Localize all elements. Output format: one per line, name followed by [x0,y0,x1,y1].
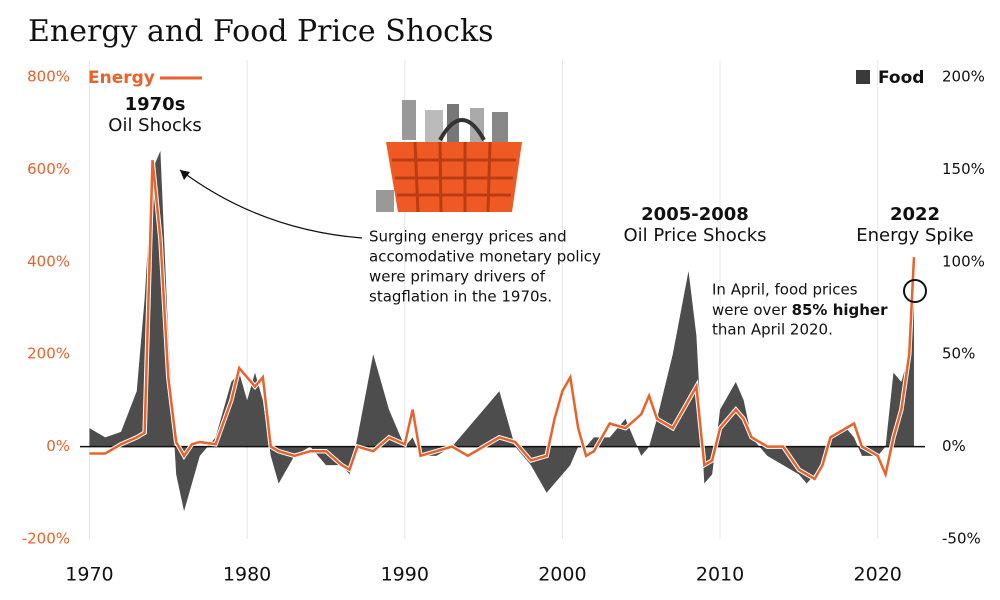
energy-line [89,160,916,481]
annotation-note: In April, food prices [712,281,858,299]
y-tick-label: 800% [27,68,70,86]
x-tick-label: 2000 [538,564,586,586]
legend-label: Energy [88,68,155,88]
annotation-note: were primary drivers of [369,268,546,286]
annotation-heading: 2022 [890,204,940,225]
plot-layer [80,60,925,539]
y2-tick-label: 200% [942,68,985,86]
x-tick-label: 1980 [223,564,271,586]
x-tick-label: 2020 [854,564,902,586]
note-emphasis: 85% higher [792,301,889,319]
y2-tick-label: 150% [942,160,985,178]
annotation-note: accomodative monetary policy [369,248,601,266]
annotation-text: Oil Shocks [108,115,201,136]
x-tick-label: 1990 [381,564,429,586]
y-tick-label: 400% [27,252,70,270]
annotation-note: were over 85% higher [712,301,888,319]
arrow-head [180,170,190,180]
y-tick-label: 0% [46,437,70,455]
y2-tick-label: 50% [942,345,975,363]
y2-tick-label: 100% [942,252,985,270]
y2-tick-label: 0% [942,437,966,455]
y2-tick-label: -50% [942,530,981,548]
legend-swatch [856,70,870,84]
annotation-note: stagflation in the 1970s. [369,288,552,306]
chart-title: Energy and Food Price Shocks [28,14,494,49]
x-tick-label: 1970 [65,564,113,586]
y-tick-label: 600% [27,160,70,178]
annotation-text: Energy Spike [856,225,973,246]
basket-illustration [376,100,522,213]
x-tick-label: 2010 [696,564,744,586]
annotation-heading: 2005-2008 [641,204,749,225]
legend-label: Food [878,68,924,88]
annotation-note: Surging energy prices and [369,228,567,246]
y-tick-label: -200% [22,530,70,548]
annotation-text: Oil Price Shocks [623,225,766,246]
annotation-heading: 1970s [125,94,186,115]
annotation-note: than April 2020. [712,321,833,339]
highlight-circle [903,279,927,303]
y-tick-label: 200% [27,345,70,363]
note-part: were over [712,301,788,319]
annotation-arrow [179,169,363,239]
